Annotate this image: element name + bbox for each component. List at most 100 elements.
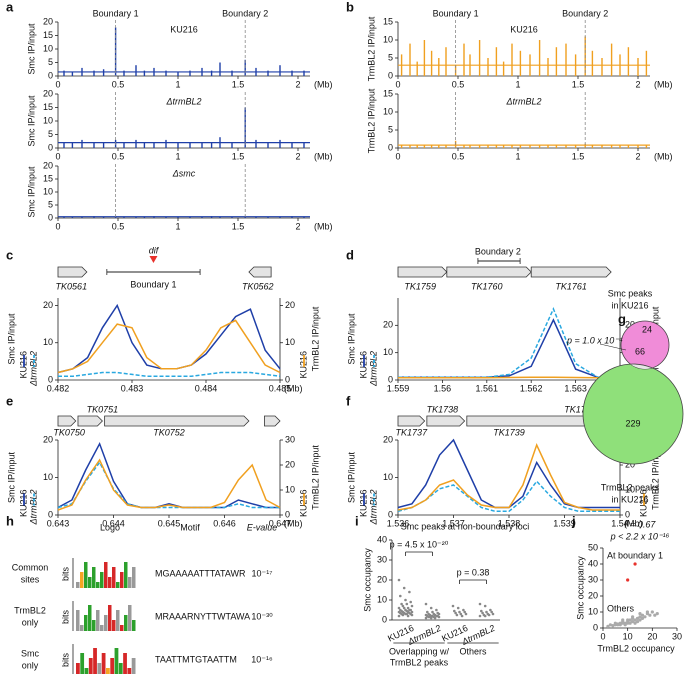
point bbox=[633, 621, 637, 625]
logo-glyph bbox=[88, 605, 92, 631]
logo-glyph bbox=[112, 620, 116, 631]
y-axis-label: Smc occupancy bbox=[575, 556, 585, 620]
logo-axis-label: bits bbox=[60, 610, 70, 625]
gene-arrow bbox=[248, 266, 272, 278]
y-tick-label: 20 bbox=[43, 434, 53, 444]
x-tick-label: 1.538 bbox=[498, 518, 521, 528]
y2-axis-label: TrmBL2 IP/input bbox=[650, 445, 660, 510]
point bbox=[483, 614, 487, 618]
point bbox=[631, 615, 635, 619]
x-tick-label: 1.562 bbox=[520, 383, 543, 393]
point bbox=[397, 578, 401, 582]
x-tick-label: 1 bbox=[175, 151, 180, 161]
logo-glyph bbox=[104, 615, 108, 631]
logo-glyph bbox=[106, 668, 110, 674]
sample-label: KU216 bbox=[170, 24, 198, 34]
x-unit: (Mb) bbox=[314, 79, 333, 89]
x-tick-label: 1.5 bbox=[232, 79, 245, 89]
point bbox=[478, 602, 482, 606]
y-tick-label: 10 bbox=[588, 606, 598, 616]
point bbox=[489, 608, 492, 612]
gene-arrow bbox=[57, 266, 88, 278]
series-line bbox=[57, 441, 280, 509]
x-tick-label: 1.5 bbox=[572, 79, 585, 89]
y-tick-label: 0 bbox=[593, 622, 598, 632]
x-unit: (Mb) bbox=[284, 383, 303, 393]
venn-set bbox=[582, 363, 684, 465]
x-tick-label: 0 bbox=[395, 79, 400, 89]
x-tick-label: 1 bbox=[515, 79, 520, 89]
legend-label: ΔtrmBL2 bbox=[28, 351, 38, 387]
point bbox=[478, 614, 482, 618]
logo-glyph bbox=[108, 577, 112, 588]
series-line bbox=[397, 480, 620, 513]
y-tick-label: 5 bbox=[48, 129, 53, 139]
annotation: p < 2.2 x 10⁻¹⁶ bbox=[610, 531, 670, 541]
logo-axis-label: bits bbox=[60, 567, 70, 582]
motif: TAATTMTGTAATTM bbox=[155, 654, 237, 664]
y-tick-label: 20 bbox=[43, 16, 53, 26]
logo-glyph bbox=[84, 615, 88, 631]
logo-glyph bbox=[84, 562, 88, 588]
column-header: Motif bbox=[180, 522, 200, 532]
x-tick-label: 10 bbox=[623, 631, 633, 641]
gene-arrow bbox=[530, 266, 612, 278]
y-tick-label: 50 bbox=[588, 542, 598, 552]
point bbox=[483, 604, 487, 608]
annotation: r = 0.67 bbox=[625, 519, 657, 529]
point bbox=[410, 610, 414, 614]
boundary-label: Boundary 2 bbox=[222, 8, 268, 18]
y2-tick-label: 20 bbox=[285, 459, 295, 469]
y-axis-label: Smc IP/input bbox=[346, 313, 356, 365]
boundary-label: Boundary 2 bbox=[562, 8, 608, 18]
y-axis-label: TrmBL2 IP/input bbox=[366, 88, 376, 153]
point bbox=[433, 616, 437, 620]
x-tick-label: 1 bbox=[175, 79, 180, 89]
logo-axis-label: bits bbox=[60, 653, 70, 668]
p-value: p = 0.38 bbox=[457, 567, 490, 577]
series-line bbox=[398, 376, 620, 379]
x-tick-label: 0 bbox=[600, 631, 605, 641]
y-tick-label: 10 bbox=[43, 337, 53, 347]
y-tick-label: 10 bbox=[383, 347, 393, 357]
point bbox=[606, 624, 610, 629]
venn-count: 66 bbox=[635, 346, 645, 356]
x-tick-label: 0.647 bbox=[269, 518, 292, 528]
logo-glyph bbox=[123, 653, 127, 674]
x-tick-label: 0 bbox=[55, 151, 60, 161]
point bbox=[401, 613, 405, 617]
logo-glyph bbox=[80, 572, 84, 588]
point bbox=[408, 590, 411, 594]
point bbox=[481, 611, 484, 615]
row-name: TrmBL2 bbox=[14, 605, 46, 615]
logo-glyph bbox=[80, 653, 85, 674]
x-tick-label: 0.5 bbox=[452, 151, 465, 161]
point bbox=[638, 618, 642, 622]
y-tick-label: 0 bbox=[388, 142, 393, 152]
y-tick-label: 10 bbox=[43, 43, 53, 53]
x-tick-label: 0.484 bbox=[195, 383, 218, 393]
point bbox=[490, 610, 494, 614]
legend-label: ΔtrmBL2 bbox=[368, 490, 378, 526]
point bbox=[429, 606, 433, 610]
y-axis-label: Smc IP/input bbox=[6, 313, 16, 365]
gene-arrow bbox=[57, 415, 77, 427]
x-tick-label: 0.5 bbox=[112, 221, 125, 231]
point bbox=[400, 602, 403, 606]
point bbox=[459, 612, 463, 616]
point bbox=[480, 609, 483, 613]
x-tick-label: 0.485 bbox=[269, 383, 292, 393]
y-tick-label: 10 bbox=[383, 34, 393, 44]
group-label: TrmBL2 peaks bbox=[390, 657, 449, 667]
logo-glyph bbox=[93, 648, 97, 674]
gene-label: TK1761 bbox=[555, 281, 587, 291]
x-unit: (Mb) bbox=[314, 151, 333, 161]
y-axis-label: Smc IP/input bbox=[6, 451, 16, 503]
gene-label: TK1759 bbox=[404, 281, 436, 291]
point bbox=[397, 614, 401, 618]
chart-title: Smc peaks at non-boundary loci bbox=[401, 521, 530, 531]
y-axis-label: TrmBL2 IP/input bbox=[366, 16, 376, 81]
point bbox=[635, 620, 640, 624]
point bbox=[621, 618, 625, 622]
logo-glyph bbox=[131, 658, 136, 674]
